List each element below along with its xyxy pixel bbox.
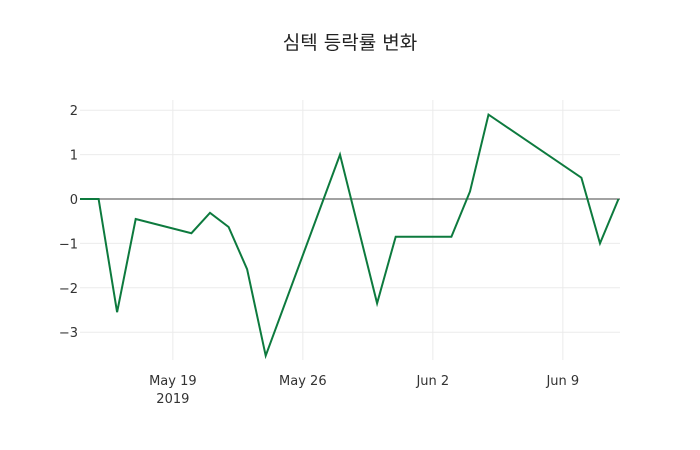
x-tick-label: May 26 xyxy=(279,374,327,389)
x-tick-year-label: 2019 xyxy=(156,392,189,407)
y-tick-label: 0 xyxy=(70,193,78,208)
y-tick-label: −2 xyxy=(59,282,78,297)
y-tick-label: −1 xyxy=(59,237,78,252)
y-axis-ticks: 2 1 0 −1 −2 −3 xyxy=(59,104,78,341)
x-tick-label: Jun 9 xyxy=(545,374,579,389)
x-axis-ticks: May 19 2019 May 26 Jun 2 Jun 9 xyxy=(149,374,579,407)
gridlines xyxy=(80,100,620,360)
series-line xyxy=(80,112,620,360)
chart-title: 심텍 등락률 변화 xyxy=(282,32,418,54)
x-tick-label: May 19 xyxy=(149,374,197,389)
y-tick-label: 1 xyxy=(70,149,78,164)
y-tick-label: −3 xyxy=(59,326,78,341)
x-tick-label: Jun 2 xyxy=(415,374,449,389)
y-tick-label: 2 xyxy=(70,104,78,119)
